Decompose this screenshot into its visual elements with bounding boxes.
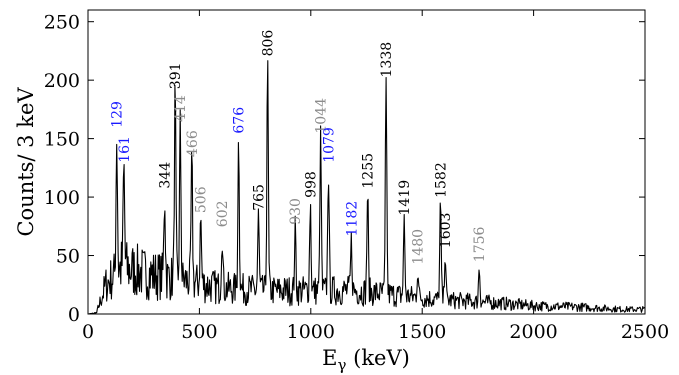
x-tick-label: 2000 <box>509 321 557 343</box>
peak-label-391: 391 <box>168 62 184 89</box>
peak-label-998: 998 <box>303 171 319 198</box>
peak-label-1419: 1419 <box>397 180 413 216</box>
peak-label-161: 161 <box>117 136 133 163</box>
peak-label-1255: 1255 <box>361 153 377 189</box>
x-tick-label: 1500 <box>398 321 446 343</box>
peak-label-1182: 1182 <box>344 201 360 237</box>
peak-label-765: 765 <box>251 184 267 211</box>
peak-label-414: 414 <box>173 95 189 122</box>
peak-label-602: 602 <box>215 200 231 227</box>
y-tick-label: 50 <box>56 246 80 268</box>
peak-label-344: 344 <box>158 162 174 189</box>
peak-label-1079: 1079 <box>321 127 337 163</box>
x-tick-label: 0 <box>82 321 94 343</box>
x-tick-label: 500 <box>181 321 217 343</box>
y-axis-ticks: 0 50 100 150 200 250 <box>44 12 645 326</box>
peak-label-1044: 1044 <box>314 98 330 134</box>
peak-label-1480: 1480 <box>411 229 427 265</box>
peak-label-676: 676 <box>232 107 248 134</box>
y-tick-label: 0 <box>68 304 80 326</box>
y-tick-label: 150 <box>44 129 80 151</box>
x-tick-label: 2500 <box>621 321 669 343</box>
plot-frame <box>87 9 646 315</box>
peak-labels: 1291613443914144665066026767658069309981… <box>110 30 489 265</box>
peak-label-506: 506 <box>194 186 210 213</box>
peak-label-806: 806 <box>261 30 277 57</box>
y-tick-label: 100 <box>44 187 80 209</box>
spectrum-line <box>88 60 646 315</box>
y-axis-label: Counts/ 3 keV <box>14 87 38 237</box>
peak-label-930: 930 <box>288 198 304 225</box>
peak-label-1756: 1756 <box>472 226 488 262</box>
y-tick-label: 200 <box>44 70 80 92</box>
plot-area <box>87 9 646 315</box>
peak-label-1582: 1582 <box>434 162 450 198</box>
peak-label-466: 466 <box>185 130 201 157</box>
x-tick-label: 1000 <box>287 321 335 343</box>
peak-label-129: 129 <box>110 101 126 128</box>
x-axis-ticks: 0 500 1000 1500 2000 2500 <box>82 10 669 343</box>
y-tick-label: 250 <box>44 12 80 34</box>
x-axis-label: Eγ (keV) <box>322 346 410 374</box>
peak-label-1603: 1603 <box>438 213 454 249</box>
peak-label-1338: 1338 <box>379 42 395 78</box>
